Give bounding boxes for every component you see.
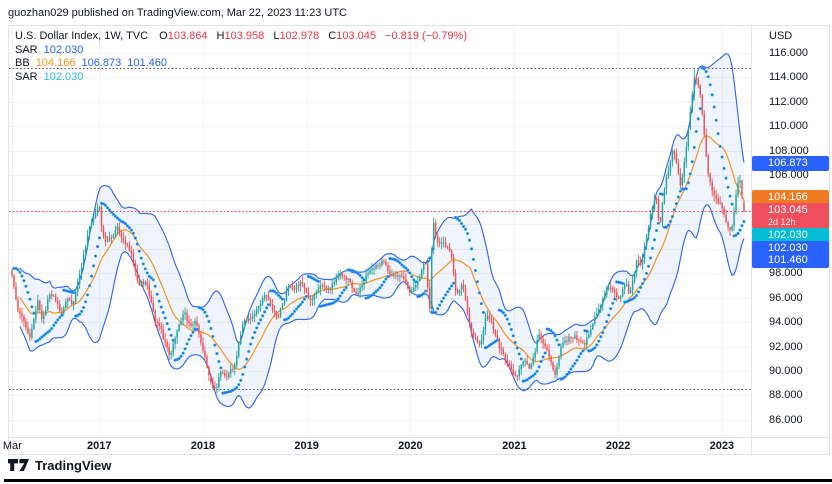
badge-price: 101.460: [768, 253, 808, 266]
time-label-2023: 2023: [709, 440, 735, 452]
price-tick-90.000: 90.000: [769, 365, 803, 378]
bar-countdown: 2d 12h: [768, 217, 796, 227]
price-tick-88.000: 88.000: [769, 389, 803, 402]
indicator-value: 101.460: [127, 57, 167, 69]
time-label-2019: 2019: [294, 440, 319, 452]
price-tick-98.000: 98.000: [769, 267, 803, 280]
window-edge-bar: [4, 479, 832, 482]
indicator-value: 106.873: [81, 57, 122, 69]
price-badge-102.030: 102.030: [752, 240, 829, 256]
price-badge-101.460: 101.460: [752, 252, 829, 268]
price-axis-divider: [751, 26, 752, 454]
price-tick-108.000: 108.000: [769, 144, 809, 157]
price-tick-94.000: 94.000: [769, 316, 803, 329]
price-tick-110.000: 110.000: [769, 120, 808, 133]
chart-widget: U.S. Dollar Index, 1W, TVC O103.864 H103…: [3, 25, 830, 455]
open-value: O103.864: [159, 30, 208, 42]
price-tick-114.000: 114.000: [769, 71, 808, 84]
price-badge-104.166: 104.166: [752, 189, 829, 205]
time-label-Mar: Mar: [2, 440, 22, 452]
indicator-name: SAR: [15, 70, 38, 83]
price-badge-103.045: 103.045 2d 12h: [752, 203, 829, 229]
price-tick-112.000: 112.000: [769, 95, 808, 108]
change-value: −0.819 (−0.79%): [385, 30, 467, 42]
price-tick-86.000: 86.000: [769, 413, 803, 426]
price-badge-102.030: 102.030: [752, 227, 829, 243]
currency-label: USD: [769, 30, 793, 42]
time-label-2021: 2021: [502, 440, 527, 452]
time-label-2018: 2018: [190, 440, 216, 452]
indicator-value: 104.166: [35, 57, 76, 69]
badge-price: 102.030: [768, 241, 808, 254]
price-tick-106.000: 106.000: [769, 169, 809, 182]
price-tick-92.000: 92.000: [769, 340, 803, 353]
symbol-title: U.S. Dollar Index, 1W, TVC: [15, 30, 149, 42]
indicator-name: SAR: [15, 43, 38, 56]
badge-price: 103.045: [768, 204, 808, 216]
high-value: H103.958: [216, 30, 265, 42]
indicator-legend-rows: SAR 102.030 BB 104.166 106.873 101.460 SAR 102.…: [15, 44, 467, 85]
price-tick-96.000: 96.000: [769, 291, 803, 304]
close-value: C103.045: [328, 30, 376, 42]
time-label-2020: 2020: [398, 440, 423, 452]
price-badge-106.873: 106.873: [752, 155, 829, 171]
time-label-2017: 2017: [86, 440, 112, 452]
badge-price: 104.166: [768, 190, 808, 203]
brand-text: TradingView: [35, 458, 112, 473]
indicator-name: BB: [15, 57, 30, 69]
tradingview-brand[interactable]: TradingView: [8, 458, 111, 473]
indicator-legend-sar-0: SAR 102.030: [15, 44, 467, 58]
indicator-value: 102.030: [43, 43, 84, 56]
symbol-legend-row: U.S. Dollar Index, 1W, TVC O103.864 H103…: [15, 30, 467, 44]
publish-caption: guozhan029 published on TradingView.com,…: [8, 7, 347, 19]
badge-price: 106.873: [768, 156, 808, 169]
tradingview-logo-icon: [8, 459, 29, 471]
low-value: L102.978: [273, 30, 320, 42]
indicator-legend-bb-1: BB 104.166 106.873 101.460: [15, 57, 467, 71]
indicator-value: 102.030: [43, 70, 84, 83]
price-chart-canvas: [9, 26, 751, 437]
indicator-legend-sar-2: SAR 102.030: [15, 71, 467, 85]
time-label-2022: 2022: [605, 440, 631, 452]
badge-price: 102.030: [768, 228, 808, 241]
price-tick-116.000: 116.000: [769, 47, 808, 59]
chart-legend: U.S. Dollar Index, 1W, TVC O103.864 H103…: [15, 30, 467, 84]
time-axis-divider: [9, 437, 829, 438]
